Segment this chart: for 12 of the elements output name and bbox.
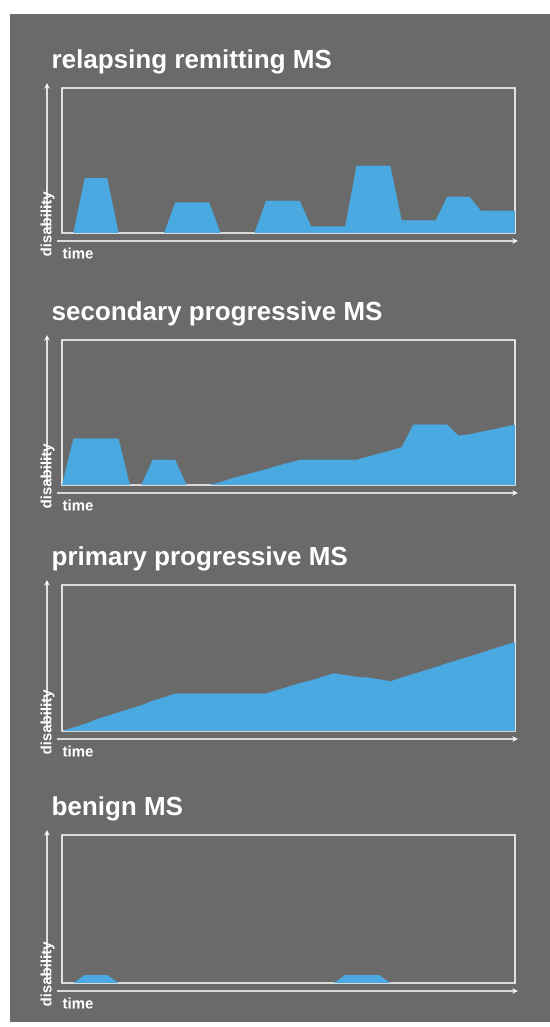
x-axis-title: time <box>62 997 93 1009</box>
chart-title: relapsing remitting MS <box>53 49 331 74</box>
y-axis-title: disability <box>40 689 55 754</box>
x-axis-title: time <box>62 247 93 259</box>
y-axis-title: disability <box>40 941 55 1006</box>
y-axis-title: disability <box>40 191 55 256</box>
chart-title: secondary progressive MS <box>52 301 382 326</box>
chart-title: primary progressive MS <box>53 546 347 571</box>
x-axis-title: time <box>62 745 93 757</box>
x-axis-title: time <box>62 499 93 511</box>
chart-title: benign MS <box>53 796 182 821</box>
y-axis-title: disability <box>40 443 55 508</box>
